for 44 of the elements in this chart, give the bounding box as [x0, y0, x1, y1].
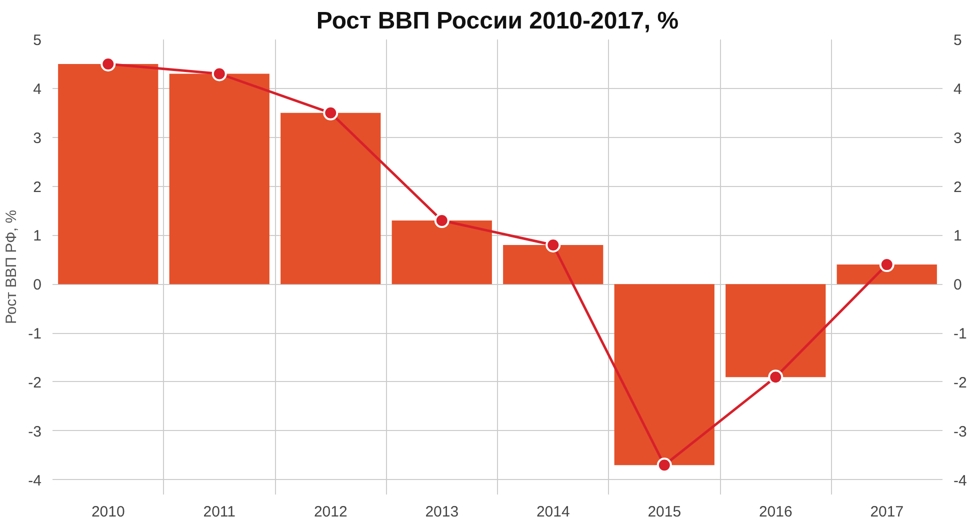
- x-tick-label: 2011: [203, 504, 236, 519]
- bar: [726, 284, 826, 378]
- y-tick-label: 4: [33, 80, 42, 98]
- x-tick-label: 2012: [314, 504, 348, 519]
- y2-tick-label: -4: [954, 472, 967, 490]
- bar: [392, 220, 492, 284]
- y-tick-label: 1: [33, 228, 42, 245]
- y2-tick-label: 4: [954, 80, 962, 98]
- y2-tick-label: -1: [954, 326, 967, 343]
- point: [323, 105, 338, 120]
- point: [768, 370, 784, 385]
- y2-tick-label: 2: [954, 178, 962, 196]
- chart-title: Рост ВВП России 2010-2017, %: [316, 8, 679, 34]
- x-tick-label: 2016: [758, 504, 792, 519]
- y2-tick-label: -3: [954, 423, 967, 440]
- y2-tick-label: 5: [954, 32, 962, 49]
- bar: [836, 264, 937, 284]
- y-tick-label: 3: [33, 130, 42, 147]
- point: [879, 257, 894, 272]
- point: [212, 66, 227, 82]
- bar: [169, 74, 270, 284]
- x-tick-label: 2014: [536, 504, 570, 519]
- y-tick-label: -2: [28, 374, 42, 392]
- y2-tick-label: -2: [954, 374, 967, 392]
- y2-tick-label: 3: [954, 130, 962, 147]
- y2-tick-label: 1: [954, 228, 962, 245]
- y-tick-label: -1: [28, 326, 42, 343]
- x-tick-label: 2017: [870, 504, 904, 519]
- y-tick-label: 5: [33, 32, 42, 49]
- y-tick-label: -3: [28, 423, 42, 440]
- y-tick-label: -4: [28, 472, 42, 490]
- x-tick-label: 2010: [91, 504, 125, 519]
- bar: [280, 112, 381, 284]
- x-tick-label: 2015: [648, 504, 682, 519]
- bar: [614, 284, 714, 466]
- y-tick-label: 0: [33, 276, 42, 294]
- point: [434, 213, 450, 228]
- bar: [58, 64, 158, 284]
- y-tick-label: 2: [33, 178, 42, 196]
- point: [656, 458, 672, 473]
- bar: [503, 244, 604, 284]
- y-axis-title: Рост ВВП РФ, %: [3, 210, 20, 324]
- y2-tick-label: 0: [954, 276, 962, 294]
- x-tick-label: 2013: [425, 504, 459, 519]
